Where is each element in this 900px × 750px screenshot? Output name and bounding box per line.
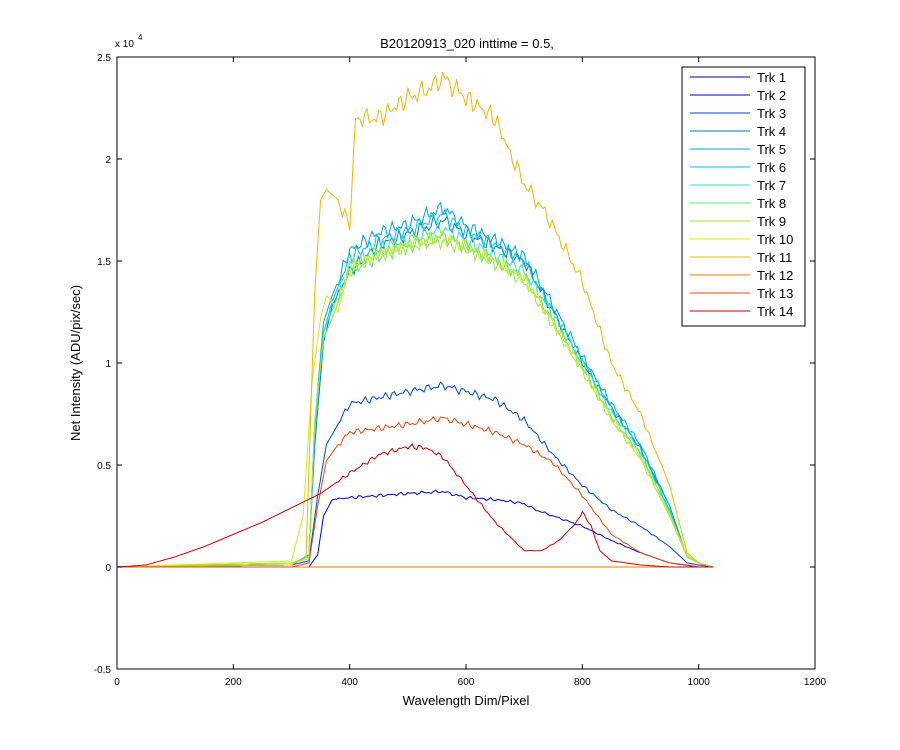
y-tick-label: 0.5 [97,461,111,472]
y-tick-label: -0.5 [94,665,112,676]
legend-label: Trk 14 [757,304,793,319]
legend: Trk 1 Trk 2 Trk 3 Trk 4 Trk 5 Trk 6 Trk 7 Trk 8… [681,66,806,327]
series-line-10 [116,229,714,568]
y-tick-label: 0 [105,563,111,574]
y-tick-label: 1 [105,359,111,370]
y-axis-label: Net Intensity (ADU/pix/sec) [68,285,83,441]
y-exponent-power: 4 [138,33,143,42]
x-axis-label: Wavelength Dim/Pixel [403,693,530,708]
series-line-13 [117,415,714,568]
x-tick-label: 400 [341,677,358,688]
x-tick-label: 0 [114,677,120,688]
legend-label: Trk 4 [757,124,786,139]
legend-label: Trk 2 [757,88,786,103]
chart-title: B20120913_020 inttime = 0.5, [380,36,554,51]
x-tick-label: 1200 [804,677,827,688]
legend-label: Trk 8 [757,196,786,211]
x-tick-label: 800 [574,677,591,688]
y-exponent-base: x 10 [115,39,134,50]
legend-label: Trk 10 [757,232,793,247]
legend-label: Trk 5 [757,142,786,157]
y-tick-label: 2 [105,155,111,166]
legend-label: Trk 1 [757,70,786,85]
x-axis: 0 200 400 600 800 1000 1200 [114,57,827,688]
legend-label: Trk 12 [757,268,793,283]
legend-box [681,66,806,327]
legend-label: Trk 11 [757,250,792,265]
legend-label: Trk 13 [757,286,793,301]
legend-label: Trk 9 [757,214,786,229]
legend-label: Trk 3 [757,106,786,121]
series-line-14 [116,443,714,568]
y-axis: -0.5 0 0.5 1 1.5 2 2.5 [94,53,815,676]
series-layer [116,71,714,568]
x-tick-label: 600 [458,677,475,688]
legend-label: Trk 6 [757,160,786,175]
series-line-9 [116,233,714,568]
legend-label: Trk 7 [757,178,786,193]
series-line-11 [117,71,714,568]
x-tick-label: 200 [225,677,242,688]
y-tick-label: 1.5 [97,257,111,268]
y-tick-label: 2.5 [97,53,111,64]
x-tick-label: 1000 [688,677,711,688]
